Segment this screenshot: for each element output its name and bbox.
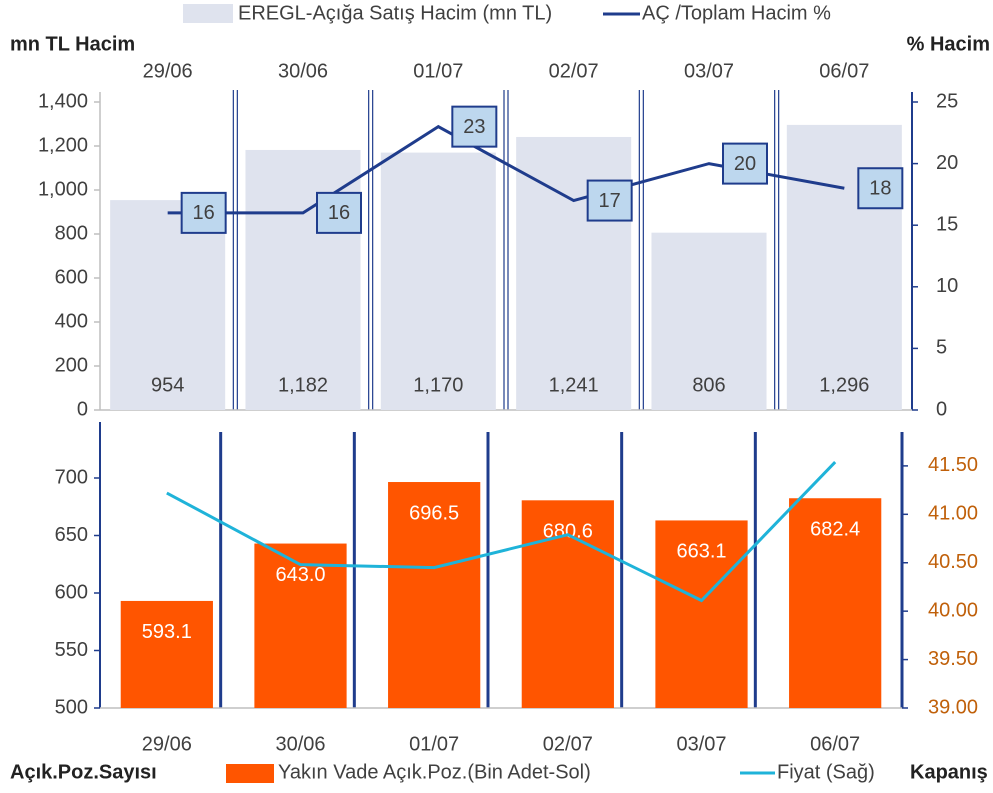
y-tick-label: 650 xyxy=(55,524,88,546)
legend-label: AÇ /Toplam Hacim % xyxy=(642,2,831,24)
y-tick-label: 600 xyxy=(55,581,88,603)
data-label: 16 xyxy=(193,202,215,224)
y-tick-label: 1,000 xyxy=(38,178,88,200)
bar xyxy=(388,482,481,708)
data-label: 1,296 xyxy=(819,374,869,396)
data-label: 17 xyxy=(599,190,621,212)
data-label: 1,241 xyxy=(549,374,599,396)
x-tick-label: 02/07 xyxy=(549,60,599,82)
x-tick-label: 02/07 xyxy=(543,733,593,755)
x-tick-label: 06/07 xyxy=(819,60,869,82)
x-tick-label: 01/07 xyxy=(409,733,459,755)
x-tick-label: 30/06 xyxy=(278,60,328,82)
y2-tick-label: 10 xyxy=(936,275,958,297)
data-label: 1,170 xyxy=(413,374,463,396)
data-label: 16 xyxy=(328,202,350,224)
bar xyxy=(789,498,882,708)
y-tick-label: 550 xyxy=(55,639,88,661)
bar xyxy=(254,543,347,708)
y2-tick-label: 20 xyxy=(936,152,958,174)
data-label: 696.5 xyxy=(409,502,459,524)
y-tick-label: 200 xyxy=(55,354,88,376)
legend-label: EREGL-Açığa Satış Hacim (mn TL) xyxy=(238,2,552,24)
y2-tick-label: 39.00 xyxy=(928,696,978,718)
data-label: 954 xyxy=(151,374,184,396)
data-label: 18 xyxy=(869,178,891,200)
x-tick-label: 06/07 xyxy=(810,733,860,755)
data-label-box xyxy=(316,191,362,234)
y-tick-label: 0 xyxy=(77,398,88,420)
legend-label: Yakın Vade Açık.Poz.(Bin Adet-Sol) xyxy=(278,761,591,783)
bar xyxy=(380,152,496,410)
y2-tick-label: 15 xyxy=(936,213,958,235)
x-tick-label: 01/07 xyxy=(413,60,463,82)
data-label: 20 xyxy=(734,153,756,175)
y2-tick-label: 40.50 xyxy=(928,551,978,573)
line xyxy=(166,460,837,603)
y2-tick-label: 40.00 xyxy=(928,599,978,621)
bar xyxy=(651,232,767,410)
y-tick-label: 700 xyxy=(55,466,88,488)
bar xyxy=(110,200,226,410)
y2-tick-label: 0 xyxy=(936,398,947,420)
y2-tick-label: 41.50 xyxy=(928,454,978,476)
data-label: 1,182 xyxy=(278,374,328,396)
data-label: 643.0 xyxy=(275,564,325,586)
legend-swatch xyxy=(183,4,233,23)
x-tick-label: 29/06 xyxy=(143,60,193,82)
y2-axis-title: Kapanış xyxy=(910,761,988,783)
bar xyxy=(120,600,213,708)
y2-tick-label: 41.00 xyxy=(928,503,978,525)
y-tick-label: 400 xyxy=(55,310,88,332)
data-label-box xyxy=(451,105,498,148)
data-label: 663.1 xyxy=(676,541,726,563)
y-tick-label: 600 xyxy=(55,266,88,288)
data-label-box xyxy=(722,142,768,185)
y2-tick-label: 5 xyxy=(936,337,947,359)
legend-label: Fiyat (Sağ) xyxy=(777,761,875,783)
y-axis-title: Açık.Poz.Sayısı xyxy=(10,761,157,783)
y-tick-label: 1,200 xyxy=(38,134,88,156)
y-tick-label: 800 xyxy=(55,222,88,244)
data-label-box xyxy=(586,179,633,222)
data-label: 23 xyxy=(463,116,485,138)
bar xyxy=(655,520,748,708)
data-label: 682.4 xyxy=(810,519,860,541)
y-axis-title: mn TL Hacim xyxy=(10,33,135,55)
y2-tick-label: 25 xyxy=(936,90,958,112)
y-tick-label: 1,400 xyxy=(38,90,88,112)
data-label-box xyxy=(180,191,227,234)
y2-tick-label: 39.50 xyxy=(928,648,978,670)
x-tick-label: 30/06 xyxy=(275,733,325,755)
legend-swatch xyxy=(226,764,274,783)
x-tick-label: 03/07 xyxy=(676,733,726,755)
y2-axis-title: % Hacim xyxy=(907,33,990,55)
data-label: 593.1 xyxy=(142,621,192,643)
x-tick-label: 29/06 xyxy=(142,733,192,755)
data-label-box xyxy=(857,167,904,210)
y-tick-label: 500 xyxy=(55,696,88,718)
x-tick-label: 03/07 xyxy=(684,60,734,82)
data-label: 806 xyxy=(692,374,725,396)
